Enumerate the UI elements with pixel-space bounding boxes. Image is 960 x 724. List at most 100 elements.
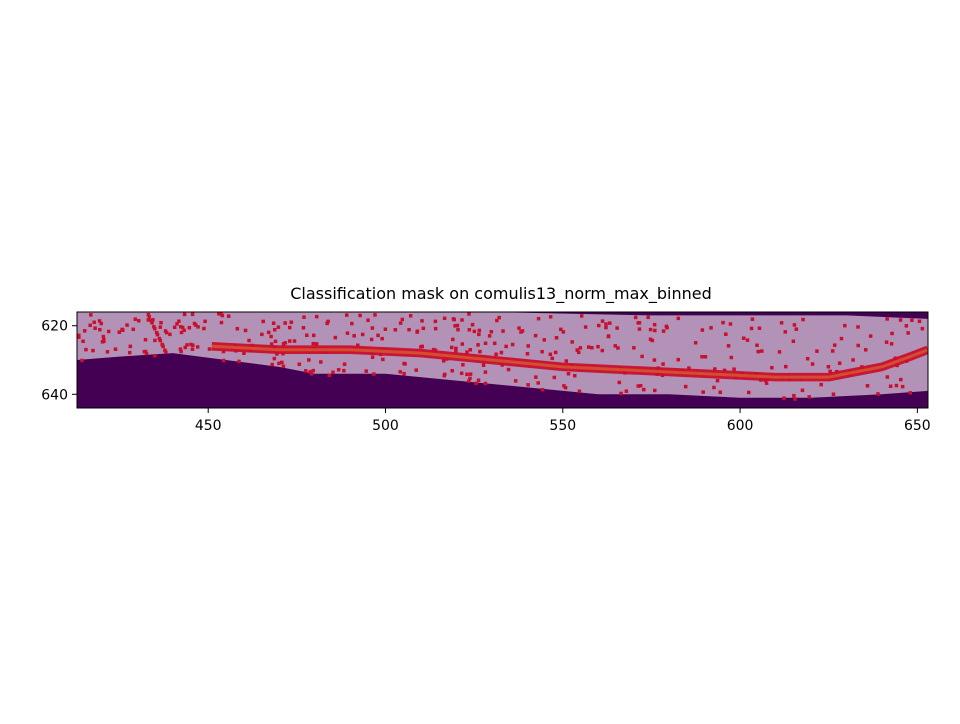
classified-pixel (770, 365, 774, 370)
classified-pixel (920, 326, 925, 331)
classified-pixel (664, 324, 669, 329)
classified-pixel (125, 323, 129, 327)
classified-pixel (202, 326, 206, 331)
classified-pixel (917, 319, 922, 324)
classified-pixel (297, 362, 302, 366)
classified-pixel (350, 321, 354, 326)
classified-pixel (221, 358, 226, 363)
classified-pixel (483, 381, 488, 386)
classified-pixel (676, 316, 681, 321)
classified-pixel (373, 313, 377, 317)
classified-pixel (564, 359, 569, 363)
classified-pixel (92, 320, 96, 325)
classified-pixel (271, 321, 276, 325)
classified-pixel (157, 336, 162, 341)
classified-pixel (161, 344, 165, 349)
classified-pixel (648, 327, 653, 332)
classified-pixel (342, 368, 346, 373)
classified-pixel (890, 331, 894, 336)
classified-pixel (393, 328, 398, 332)
classified-pixel (355, 343, 360, 347)
classified-pixel (243, 328, 248, 333)
classified-pixel (483, 370, 488, 374)
classified-pixel (596, 344, 600, 349)
classified-pixel (517, 326, 521, 330)
classified-pixel (460, 342, 465, 346)
classified-pixel (604, 325, 608, 330)
classified-pixel (703, 355, 708, 359)
classified-pixel (98, 327, 102, 332)
classified-pixel (478, 349, 482, 354)
classified-pixel (325, 321, 329, 326)
classified-pixel (177, 319, 181, 323)
classified-pixel (885, 317, 889, 321)
classified-pixel (420, 319, 424, 323)
classified-pixel (757, 326, 762, 330)
classified-pixel (487, 334, 492, 338)
classified-pixel (578, 346, 583, 350)
classified-pixel (84, 347, 88, 352)
classified-pixel (898, 318, 903, 322)
classified-pixel (93, 326, 97, 330)
classified-pixel (815, 349, 819, 353)
classified-pixel (613, 344, 618, 348)
classified-pixel (526, 344, 530, 348)
classified-pixel (513, 379, 518, 383)
classified-pixel (583, 325, 588, 329)
classified-pixel (856, 343, 860, 348)
classified-pixel (863, 348, 868, 352)
classified-pixel (144, 351, 149, 356)
classified-pixel (687, 366, 691, 370)
classified-pixel (570, 340, 574, 344)
classified-pixel (525, 352, 530, 356)
classified-pixel (319, 360, 323, 364)
classified-pixel (454, 346, 458, 351)
classified-pixel (830, 349, 835, 353)
classified-pixel (292, 339, 297, 343)
classified-pixel (606, 334, 611, 339)
classified-pixel (99, 321, 104, 326)
classified-speckles (77, 312, 925, 401)
classified-pixel (642, 387, 646, 392)
classified-pixel (314, 342, 319, 346)
classified-pixel (563, 385, 568, 390)
classified-pixel (431, 347, 436, 352)
classified-pixel (741, 336, 746, 340)
classified-pixel (398, 321, 403, 325)
classified-pixel (189, 342, 193, 347)
classified-pixel (542, 338, 547, 342)
classified-pixel (760, 349, 764, 353)
classified-pixel (701, 390, 705, 394)
classified-pixel (441, 359, 446, 363)
classified-pixel (376, 333, 380, 338)
classified-pixel (179, 349, 183, 354)
classified-pixel (533, 333, 538, 338)
classified-pixel (449, 345, 454, 350)
classified-pixel (908, 391, 912, 395)
classified-pixel (175, 322, 179, 326)
classified-pixel (288, 339, 292, 343)
classified-band-core (211, 344, 928, 379)
classified-pixel (520, 329, 525, 333)
classified-pixel (153, 326, 157, 331)
classified-pixel (636, 384, 641, 388)
classified-pixel (219, 312, 223, 316)
classified-pixel (648, 337, 653, 342)
classified-pixel (779, 321, 784, 325)
classified-pixel (562, 384, 566, 388)
classified-pixel (633, 315, 638, 320)
classified-pixel (713, 367, 717, 371)
classified-pixel (604, 322, 608, 326)
classified-pixel (506, 367, 511, 372)
classified-pixel (782, 396, 786, 400)
classified-pixel (281, 364, 286, 369)
classified-pixel (137, 319, 141, 323)
classified-pixel (700, 328, 705, 332)
classified-pixel (777, 350, 782, 354)
classified-pixel (182, 328, 186, 333)
classified-pixel (590, 346, 594, 350)
classified-pixel (281, 342, 286, 346)
classified-pixel (750, 317, 755, 321)
classified-pixel (460, 318, 464, 322)
classified-pixel (80, 358, 84, 363)
